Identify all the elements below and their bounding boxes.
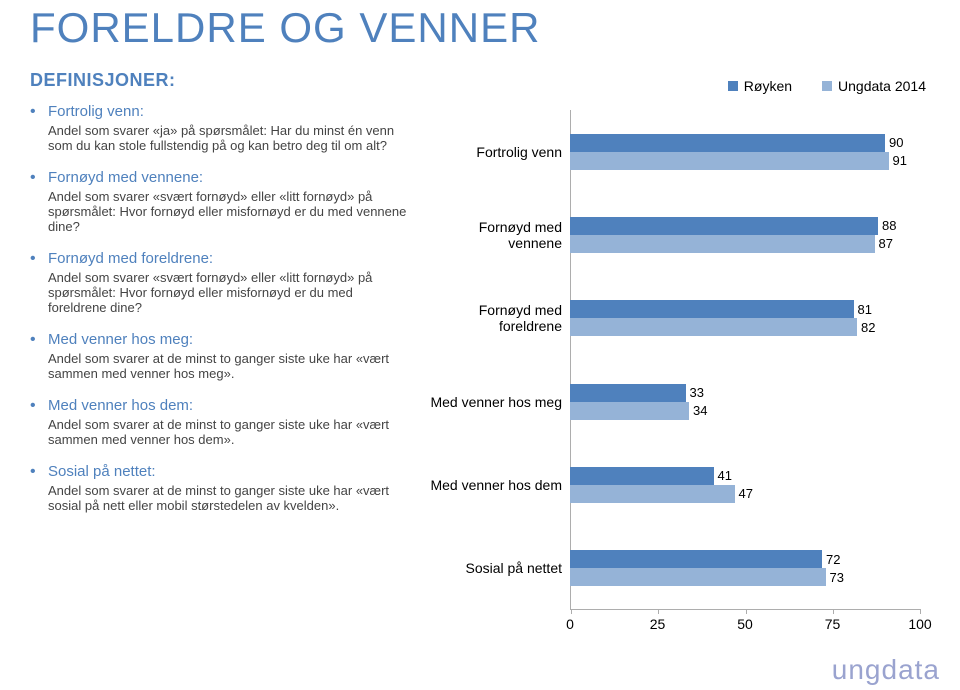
category-label: Fortrolig venn [430,144,562,160]
bar-row: 73 [570,568,920,586]
bar-row: 72 [570,550,920,568]
legend-swatch [822,81,832,91]
chart-legend: Røyken Ungdata 2014 [728,78,926,94]
bar-value: 82 [857,318,875,336]
definition-item: Sosial på nettet: Andel som svarer at de … [30,463,412,513]
logo: ungdata [832,654,940,686]
bar-row: 41 [570,467,920,485]
bar-row: 33 [570,384,920,402]
bar-row: 87 [570,235,920,253]
bar [570,134,885,152]
bar [570,467,714,485]
definition-item: Med venner hos meg: Andel som svarer at d… [30,331,412,381]
x-tick-label: 75 [825,616,841,632]
category-label: Fornøyd med vennene [430,219,562,251]
x-tick-label: 0 [566,616,574,632]
definition-desc: Andel som svarer «svært fornøyd» eller «… [48,270,412,315]
definition-term: Sosial på nettet: [48,463,412,481]
definition-desc: Andel som svarer at de minst to ganger s… [48,483,412,513]
definition-item: Fortrolig venn: Andel som svarer «ja» på … [30,103,412,153]
category-group: Fornøyd med vennene8887 [430,193,930,276]
definitions-heading: DEFINISJONER: [30,70,412,91]
bar [570,485,735,503]
definition-desc: Andel som svarer «svært fornøyd» eller «… [48,189,412,234]
definition-desc: Andel som svarer at de minst to ganger s… [48,417,412,447]
definition-desc: Andel som svarer at de minst to ganger s… [48,351,412,381]
category-group: Med venner hos dem 4147 [430,443,930,526]
bar-value: 91 [889,152,907,170]
bar-value: 88 [878,217,896,235]
bar-value: 90 [885,134,903,152]
bar [570,568,826,586]
bar [570,318,857,336]
bar-row: 81 [570,300,920,318]
bar [570,550,822,568]
legend-label: Ungdata 2014 [838,78,926,94]
category-label: Med venner hos dem [430,477,562,493]
bar [570,300,854,318]
bar-value: 81 [854,300,872,318]
legend-label: Røyken [744,78,792,94]
category-group: Sosial på nettet 7273 [430,527,930,610]
definition-term: Fornøyd med vennene: [48,169,412,187]
bar-pair: 9091 [570,122,920,181]
bar [570,152,889,170]
logo-text: ungdata [832,654,940,685]
bar-pair: 8182 [570,289,920,348]
definition-item: Fornøyd med foreldrene: Andel som svarer … [30,250,412,315]
bar-value: 33 [686,384,704,402]
bar-row: 91 [570,152,920,170]
bar-value: 41 [714,467,732,485]
definition-item: Fornøyd med vennene: Andel som svarer «sv… [30,169,412,234]
bar-row: 88 [570,217,920,235]
bar-pair: 8887 [570,205,920,264]
category-group: Fortrolig venn 9091 [430,110,930,193]
definition-term: Med venner hos meg: [48,331,412,349]
x-axis: 0255075100 [570,610,920,640]
chart-panel: RøykenUngdata 2014 Fortrolig venn9091For… [430,70,930,529]
bar-row: 82 [570,318,920,336]
category-label: Fornøyd med foreldrene [430,302,562,334]
bar [570,217,878,235]
bar-value: 87 [875,235,893,253]
bar-row: 34 [570,402,920,420]
bar [570,402,689,420]
bar-groups: Fortrolig venn9091Fornøyd med vennene888… [430,110,930,610]
definitions-list: Fortrolig venn: Andel som svarer «ja» på … [30,103,412,513]
bar [570,235,875,253]
definition-term: Fornøyd med foreldrene: [48,250,412,268]
category-group: Fornøyd med foreldrene8182 [430,277,930,360]
definition-desc: Andel som svarer «ja» på spørsmålet: Har… [48,123,412,153]
category-label: Med venner hos meg [430,394,562,410]
bar-value: 34 [689,402,707,420]
bar-pair: 4147 [570,455,920,514]
x-tick-label: 25 [650,616,666,632]
definition-term: Fortrolig venn: [48,103,412,121]
legend-swatch [728,81,738,91]
bar-row: 90 [570,134,920,152]
x-tick-label: 50 [737,616,753,632]
definition-item: Med venner hos dem: Andel som svarer at d… [30,397,412,447]
category-group: Med venner hos meg 3334 [430,360,930,443]
bar-value: 47 [735,485,753,503]
bar-value: 73 [826,568,844,586]
definitions-panel: DEFINISJONER: Fortrolig venn: Andel som s… [30,70,430,529]
x-tick-label: 100 [908,616,931,632]
category-label: Sosial på nettet [430,560,562,576]
legend-item: Ungdata 2014 [822,78,926,94]
bar-pair: 3334 [570,372,920,431]
definition-term: Med venner hos dem: [48,397,412,415]
chart-plot: Fortrolig venn9091Fornøyd med vennene888… [430,110,930,640]
bar-row: 47 [570,485,920,503]
bar [570,384,686,402]
bar-value: 72 [822,550,840,568]
bar-pair: 7273 [570,539,920,598]
legend-item: Røyken [728,78,792,94]
page-title: FORELDRE OG VENNER [30,0,930,52]
